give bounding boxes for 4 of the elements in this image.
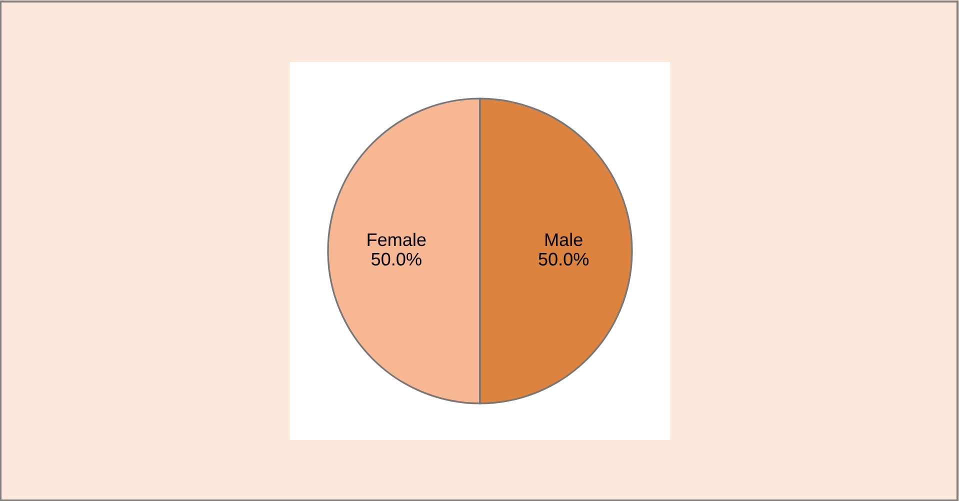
slice-label: Male [546, 232, 582, 246]
data-label: 50.0% [538, 252, 589, 266]
slice-label: Female [368, 232, 426, 246]
data-label: 50.0% [372, 252, 422, 266]
